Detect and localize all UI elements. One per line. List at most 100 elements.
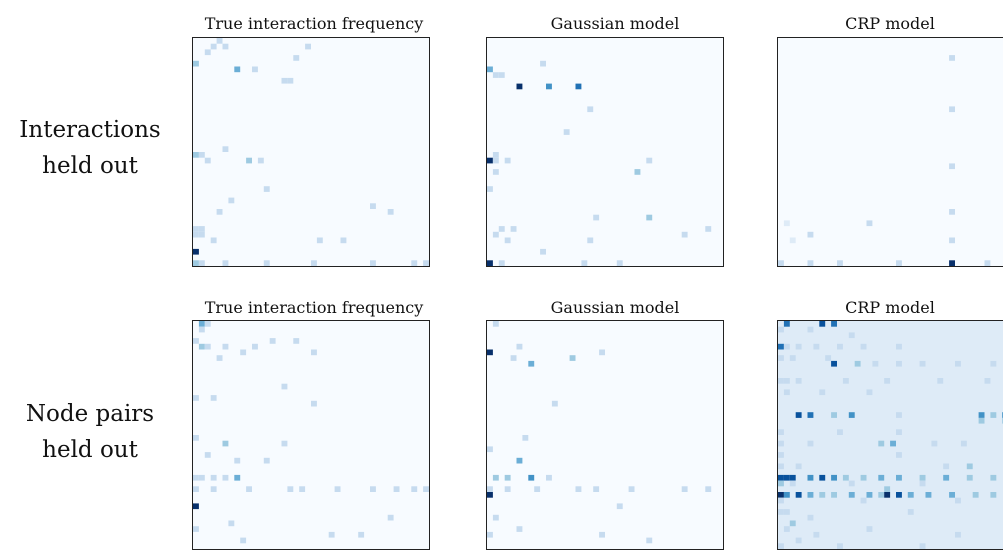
heatmap-cell xyxy=(522,435,529,441)
heatmap-cell xyxy=(705,486,712,492)
heatmap-cell xyxy=(795,343,802,350)
heatmap-svg xyxy=(487,321,723,549)
heatmap-cell xyxy=(198,152,205,158)
heatmap-cell xyxy=(848,480,855,487)
heatmap-cell xyxy=(795,537,802,544)
heatmap-panel xyxy=(486,320,724,550)
heatmap-background xyxy=(778,38,1003,266)
heatmap-cell xyxy=(937,378,944,384)
heatmap-cell xyxy=(210,237,217,244)
heatmap-panel xyxy=(777,37,1003,267)
heatmap-cell xyxy=(783,343,790,350)
heatmap-cell xyxy=(487,157,493,164)
heatmap-cell xyxy=(990,360,997,367)
heatmap-cell xyxy=(646,157,653,164)
heatmap-cell xyxy=(252,343,258,350)
row-label-node-pairs: Node pairs held out xyxy=(0,396,180,468)
heatmap-cell xyxy=(831,474,837,481)
heatmap-cell xyxy=(193,231,199,238)
heatmap-cell xyxy=(498,72,505,78)
heatmap-cell xyxy=(860,474,867,481)
heatmap-cell xyxy=(216,209,223,215)
heatmap-cell xyxy=(210,395,217,401)
heatmap-cell xyxy=(222,146,229,152)
heatmap-cell xyxy=(311,260,317,266)
heatmap-cell xyxy=(972,492,979,498)
heatmap-cell xyxy=(487,531,493,538)
heatmap-cell xyxy=(705,226,712,232)
row-label-line: held out xyxy=(42,153,138,179)
heatmap-cell xyxy=(860,497,867,504)
heatmap-cell xyxy=(646,214,653,221)
heatmap-cell xyxy=(599,349,605,356)
heatmap-cell xyxy=(984,260,991,266)
heatmap-cell xyxy=(311,400,317,407)
heatmap-cell xyxy=(616,503,623,510)
heatmap-cell xyxy=(311,349,317,356)
heatmap-cell xyxy=(831,360,837,367)
heatmap-cell xyxy=(783,509,790,515)
heatmap-cell xyxy=(990,474,997,481)
heatmap-cell xyxy=(813,343,820,350)
heatmap-cell xyxy=(569,355,576,361)
heatmap-cell xyxy=(328,531,335,538)
heatmap-cell xyxy=(198,231,205,238)
heatmap-cell xyxy=(819,321,826,327)
heatmap-cell xyxy=(848,332,855,339)
heatmap-cell xyxy=(778,452,784,458)
heatmap-cell xyxy=(825,355,832,361)
heatmap-cell xyxy=(492,72,499,78)
heatmap-cell xyxy=(778,474,784,481)
heatmap-svg xyxy=(193,38,429,266)
heatmap-cell xyxy=(487,349,493,356)
heatmap-cell xyxy=(252,66,258,73)
heatmap-cell xyxy=(281,383,288,390)
heatmap-cell xyxy=(193,60,199,67)
heatmap-cell xyxy=(848,492,855,498)
heatmap-cell xyxy=(487,486,493,492)
heatmap-cell xyxy=(866,220,873,227)
panel-title: True interaction frequency xyxy=(204,298,424,317)
heatmap-cell xyxy=(783,220,790,227)
panel-title: CRP model xyxy=(845,14,935,33)
heatmap-cell xyxy=(492,169,499,175)
panel-title: Gaussian model xyxy=(550,14,680,33)
heatmap-cell xyxy=(807,492,814,498)
heatmap-cell xyxy=(198,260,205,266)
heatmap-cell xyxy=(340,237,347,244)
heatmap-cell xyxy=(819,492,826,498)
heatmap-cell xyxy=(358,531,365,538)
heatmap-cell xyxy=(193,486,199,492)
heatmap-cell xyxy=(831,321,837,327)
heatmap-cell xyxy=(978,417,985,424)
heatmap-cell xyxy=(807,231,814,238)
heatmap-cell xyxy=(204,452,211,458)
heatmap-cell xyxy=(860,343,867,350)
heatmap-svg xyxy=(778,321,1003,549)
heatmap-cell xyxy=(246,486,252,492)
heatmap-cell xyxy=(492,231,499,238)
heatmap-cell xyxy=(878,492,885,498)
heatmap-cell xyxy=(487,446,493,453)
heatmap-cell xyxy=(204,321,211,327)
heatmap-cell xyxy=(204,157,211,164)
heatmap-cell xyxy=(907,509,914,515)
heatmap-cell xyxy=(504,157,511,164)
heatmap-cell xyxy=(896,412,902,418)
heatmap-cell xyxy=(866,492,873,498)
heatmap-cell xyxy=(222,343,229,350)
heatmap-cell xyxy=(563,129,570,135)
heatmap-cell xyxy=(884,378,891,384)
heatmap-cell xyxy=(551,400,558,407)
heatmap-cell xyxy=(492,514,499,521)
heatmap-cell xyxy=(807,326,814,333)
heatmap-cell xyxy=(795,412,802,418)
heatmap-cell xyxy=(896,452,902,458)
heatmap-cell xyxy=(540,248,546,255)
heatmap-cell xyxy=(789,474,796,481)
heatmap-cell xyxy=(831,412,837,418)
heatmap-cell xyxy=(807,412,814,418)
heatmap-cell xyxy=(884,492,891,498)
heatmap-cell xyxy=(423,260,429,266)
panel-title: CRP model xyxy=(845,298,935,317)
